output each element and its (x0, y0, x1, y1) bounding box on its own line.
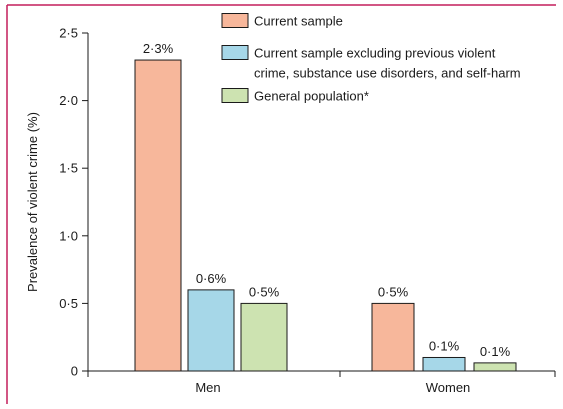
legend-label-series-1: Current sample (254, 14, 343, 29)
y-tick-label: 1·0 (59, 228, 78, 243)
bar-men-series-2 (187, 289, 235, 372)
legend-label-series-3: General population* (254, 89, 369, 104)
bar-women-series-1 (371, 302, 415, 372)
x-category-label: Men (195, 380, 220, 395)
bar-value-label: 0·1% (480, 344, 511, 359)
bar-value-label: 0·1% (429, 338, 460, 353)
bar-value-label: 0·5% (249, 284, 280, 299)
bar-men-series-1 (134, 59, 182, 372)
bar-value-label: 2·3% (143, 41, 174, 56)
bar-women-series-2 (422, 356, 466, 372)
bar-women-series-3 (473, 362, 517, 372)
x-category-label: Women (426, 380, 471, 395)
y-tick-label: 2·5 (59, 26, 78, 41)
bar-value-label: 0·5% (378, 284, 409, 299)
legend-swatch-series-1 (221, 13, 249, 28)
legend-label-series-2: Current sample excluding previous violen… (254, 46, 496, 61)
y-axis-title: Prevalence of violent crime (%) (25, 112, 40, 292)
bar-men-series-3 (240, 302, 288, 372)
y-tick-label: 0·5 (59, 296, 78, 311)
y-tick-label: 0 (71, 364, 78, 379)
y-tick-label: 1·5 (59, 161, 78, 176)
legend-swatch-series-3 (221, 88, 249, 103)
legend-label-series-2: crime, substance use disorders, and self… (254, 66, 521, 81)
legend-swatch-series-2 (221, 45, 249, 60)
bar-value-label: 0·6% (196, 271, 227, 286)
y-tick-label: 2·0 (59, 93, 78, 108)
